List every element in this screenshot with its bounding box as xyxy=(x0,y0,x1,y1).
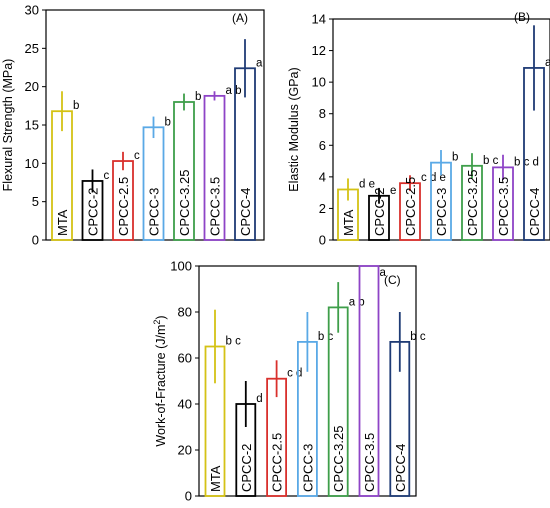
significance-label: a xyxy=(256,57,263,69)
significance-label: b c xyxy=(410,331,426,343)
significance-label: b xyxy=(195,91,201,103)
category-label: CPCC-2.5 xyxy=(403,177,418,236)
category-label: CPCC-3.25 xyxy=(331,426,346,492)
significance-label: a xyxy=(545,57,550,69)
significance-label: a xyxy=(380,267,387,279)
category-label: MTA xyxy=(55,209,70,236)
category-label: MTA xyxy=(341,209,356,236)
category-label: CPCC-3.5 xyxy=(496,177,511,236)
superscript-two: 2 xyxy=(152,320,162,325)
y-tick-label: 2 xyxy=(319,201,326,216)
significance-label: b c d xyxy=(514,156,539,168)
category-label: CPCC-3 xyxy=(300,444,315,492)
significance-label: e xyxy=(390,185,396,197)
significance-label: c d e xyxy=(421,172,446,184)
significance-label: b xyxy=(165,116,171,128)
category-label: CPCC-3.5 xyxy=(362,433,377,492)
significance-label: c d xyxy=(287,368,302,380)
category-label: CPCC-2 xyxy=(239,444,254,492)
category-label: CPCC-4 xyxy=(527,188,542,236)
y-axis-title: Flexural Strength (MPa) xyxy=(1,59,15,192)
chart-panel-1: 0 5 10 15 20 25 30 Flexural Strength (MPa) (A) MT… xyxy=(1,3,265,248)
significance-label: b xyxy=(452,152,458,164)
significance-label: b xyxy=(73,100,79,112)
category-label: CPCC-2 xyxy=(372,188,387,236)
y-tick-label: 10 xyxy=(312,75,326,90)
y-tick-label: 10 xyxy=(25,156,39,171)
y-axis-title: Work-of-Fracture (J/m2) xyxy=(152,315,168,446)
y-tick-label: 20 xyxy=(25,79,39,94)
category-label: CPCC-3 xyxy=(147,188,162,236)
category-label: CPCC-4 xyxy=(238,188,253,236)
category-label: CPCC-3.25 xyxy=(465,170,480,236)
category-label: CPCC-2 xyxy=(86,188,101,236)
significance-label: a b xyxy=(349,296,365,308)
y-tick-label: 5 xyxy=(32,194,39,209)
panel-tag: (A) xyxy=(232,11,248,25)
significance-label: d e xyxy=(359,178,375,190)
y-tick-label: 60 xyxy=(178,351,192,366)
y-tick-label: 0 xyxy=(319,233,326,248)
y-tick-label: 0 xyxy=(32,233,39,248)
significance-label: c xyxy=(104,170,110,182)
significance-label: c xyxy=(134,150,140,162)
category-label: MTA xyxy=(208,465,223,492)
y-tick-label: 40 xyxy=(178,397,192,412)
y-tick-label: 4 xyxy=(319,169,326,184)
category-label: CPCC-2.5 xyxy=(116,177,131,236)
chart-panel-3: 0 20 40 60 80 100 Work-of-Fracture (J/m2) (C) MT… xyxy=(152,259,426,504)
category-label: CPCC-3.5 xyxy=(208,177,223,236)
y-tick-label: 15 xyxy=(25,118,39,133)
y-tick-label: 25 xyxy=(25,41,39,56)
y-tick-label: 14 xyxy=(312,12,326,27)
category-label: CPCC-3.25 xyxy=(177,170,192,236)
category-label: CPCC-2.5 xyxy=(270,433,285,492)
panel-tag: (B) xyxy=(514,10,530,24)
y-tick-label: 20 xyxy=(178,443,192,458)
chart-panel-2: 0 2 4 6 8 10 12 14 Elastic Modulus (GPa) (B) MTA d … xyxy=(287,10,550,248)
y-tick-label: 80 xyxy=(178,305,192,320)
bar xyxy=(358,265,380,497)
y-axis-title: Elastic Modulus (GPa) xyxy=(287,67,301,191)
y-tick-label: 8 xyxy=(319,106,326,121)
significance-label: b c xyxy=(318,331,334,343)
panel-tag: (C) xyxy=(384,273,401,287)
significance-label: b c xyxy=(226,336,242,348)
y-tick-label: 100 xyxy=(170,259,192,274)
y-tick-label: 30 xyxy=(25,3,39,18)
category-label: CPCC-4 xyxy=(393,444,408,492)
significance-label: a b xyxy=(226,85,242,97)
y-tick-label: 12 xyxy=(312,43,326,58)
y-tick-label: 0 xyxy=(185,489,192,504)
category-label: CPCC-3 xyxy=(434,188,449,236)
significance-label: d xyxy=(256,393,262,405)
significance-label: b c xyxy=(483,155,499,167)
y-tick-label: 6 xyxy=(319,138,326,153)
